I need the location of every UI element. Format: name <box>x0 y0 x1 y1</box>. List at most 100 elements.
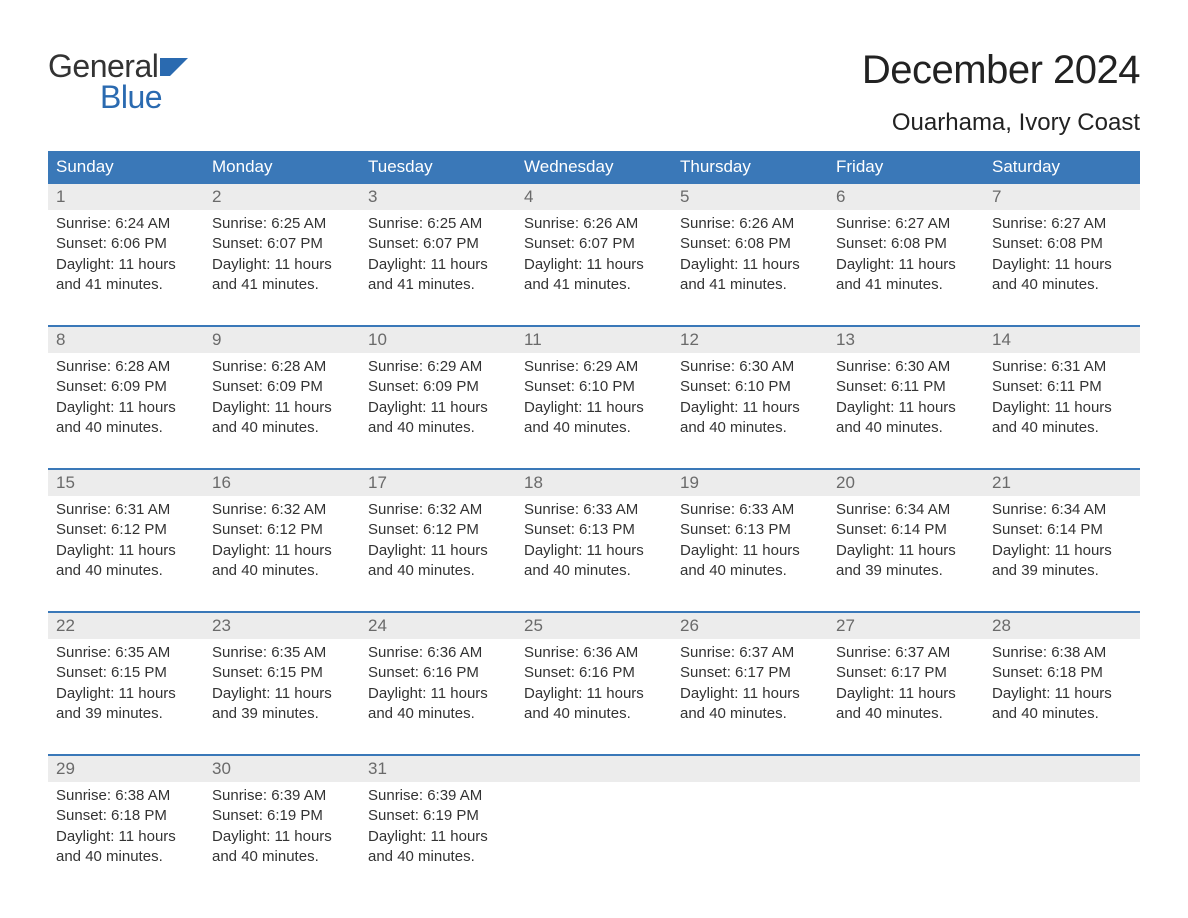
day-day1: Daylight: 11 hours <box>368 255 508 275</box>
day-number: 17 <box>360 470 516 496</box>
day-cell: 29Sunrise: 6:38 AMSunset: 6:18 PMDayligh… <box>48 756 204 873</box>
day-number: 27 <box>828 613 984 639</box>
day-body: Sunrise: 6:32 AMSunset: 6:12 PMDaylight:… <box>360 496 516 587</box>
day-day1: Daylight: 11 hours <box>368 398 508 418</box>
day-sunrise: Sunrise: 6:38 AM <box>56 786 196 806</box>
day-sunrise: Sunrise: 6:33 AM <box>680 500 820 520</box>
day-sunrise: Sunrise: 6:30 AM <box>680 357 820 377</box>
day-sunset: Sunset: 6:16 PM <box>368 663 508 683</box>
day-day2: and 40 minutes. <box>368 561 508 581</box>
day-day2: and 40 minutes. <box>212 418 352 438</box>
day-day2: and 40 minutes. <box>56 847 196 867</box>
day-day2: and 41 minutes. <box>56 275 196 295</box>
day-cell: 13Sunrise: 6:30 AMSunset: 6:11 PMDayligh… <box>828 327 984 444</box>
day-cell: 21 Sunrise: 6:34 AMSunset: 6:14 PMDayligh… <box>984 470 1140 587</box>
day-body: Sunrise: 6:31 AMSunset: 6:12 PMDaylight:… <box>48 496 204 587</box>
empty-day-bar <box>672 756 828 782</box>
day-sunrise: Sunrise: 6:34 AM <box>992 500 1132 520</box>
day-number: 10 <box>360 327 516 353</box>
day-day1: Daylight: 11 hours <box>212 684 352 704</box>
day-body: Sunrise: 6:30 AMSunset: 6:10 PMDaylight:… <box>672 353 828 444</box>
day-cell <box>516 756 672 873</box>
day-number: 12 <box>672 327 828 353</box>
day-number: 7 <box>984 184 1140 210</box>
day-sunset: Sunset: 6:12 PM <box>56 520 196 540</box>
day-number: 28 <box>984 613 1140 639</box>
header: General Blue December 2024 Ouarhama, Ivo… <box>48 48 1140 147</box>
day-day2: and 40 minutes. <box>524 704 664 724</box>
day-day1: Daylight: 11 hours <box>212 827 352 847</box>
day-body: Sunrise: 6:29 AMSunset: 6:10 PMDaylight:… <box>516 353 672 444</box>
empty-day-bar <box>828 756 984 782</box>
day-day1: Daylight: 11 hours <box>680 255 820 275</box>
day-cell: 26Sunrise: 6:37 AMSunset: 6:17 PMDayligh… <box>672 613 828 730</box>
day-sunset: Sunset: 6:17 PM <box>836 663 976 683</box>
day-sunset: Sunset: 6:10 PM <box>680 377 820 397</box>
day-body: Sunrise: 6:32 AMSunset: 6:12 PMDaylight:… <box>204 496 360 587</box>
dow-cell: Wednesday <box>516 151 672 184</box>
day-sunset: Sunset: 6:06 PM <box>56 234 196 254</box>
day-sunset: Sunset: 6:10 PM <box>524 377 664 397</box>
day-body: Sunrise: 6:24 AMSunset: 6:06 PMDaylight:… <box>48 210 204 301</box>
day-number: 26 <box>672 613 828 639</box>
day-sunrise: Sunrise: 6:29 AM <box>524 357 664 377</box>
day-day1: Daylight: 11 hours <box>56 398 196 418</box>
day-day2: and 40 minutes. <box>212 847 352 867</box>
day-day1: Daylight: 11 hours <box>680 541 820 561</box>
day-number: 22 <box>48 613 204 639</box>
day-number: 11 <box>516 327 672 353</box>
day-day1: Daylight: 11 hours <box>680 398 820 418</box>
day-body: Sunrise: 6:34 AMSunset: 6:14 PMDaylight:… <box>828 496 984 587</box>
day-cell: 7Sunrise: 6:27 AMSunset: 6:08 PMDaylight… <box>984 184 1140 301</box>
day-cell: 9Sunrise: 6:28 AMSunset: 6:09 PMDaylight… <box>204 327 360 444</box>
day-day1: Daylight: 11 hours <box>992 541 1132 561</box>
day-cell: 16Sunrise: 6:32 AMSunset: 6:12 PMDayligh… <box>204 470 360 587</box>
day-day2: and 40 minutes. <box>524 561 664 581</box>
week-row: 29Sunrise: 6:38 AMSunset: 6:18 PMDayligh… <box>48 754 1140 873</box>
day-body: Sunrise: 6:30 AMSunset: 6:11 PMDaylight:… <box>828 353 984 444</box>
day-body: Sunrise: 6:35 AMSunset: 6:15 PMDaylight:… <box>204 639 360 730</box>
day-sunset: Sunset: 6:12 PM <box>212 520 352 540</box>
day-day1: Daylight: 11 hours <box>680 684 820 704</box>
day-cell: 17Sunrise: 6:32 AMSunset: 6:12 PMDayligh… <box>360 470 516 587</box>
location-title: Ouarhama, Ivory Coast <box>862 109 1140 137</box>
day-body: Sunrise: 6:37 AMSunset: 6:17 PMDaylight:… <box>828 639 984 730</box>
day-sunrise: Sunrise: 6:37 AM <box>836 643 976 663</box>
day-sunset: Sunset: 6:07 PM <box>212 234 352 254</box>
day-cell: 19Sunrise: 6:33 AMSunset: 6:13 PMDayligh… <box>672 470 828 587</box>
day-day2: and 41 minutes. <box>524 275 664 295</box>
day-number: 31 <box>360 756 516 782</box>
day-day1: Daylight: 11 hours <box>212 541 352 561</box>
day-day2: and 41 minutes. <box>836 275 976 295</box>
day-sunset: Sunset: 6:11 PM <box>992 377 1132 397</box>
day-cell <box>984 756 1140 873</box>
day-number: 8 <box>48 327 204 353</box>
day-number: 3 <box>360 184 516 210</box>
day-day2: and 39 minutes. <box>212 704 352 724</box>
day-number: 21 <box>984 470 1140 496</box>
day-number: 14 <box>984 327 1140 353</box>
day-cell: 31Sunrise: 6:39 AMSunset: 6:19 PMDayligh… <box>360 756 516 873</box>
day-day2: and 41 minutes. <box>212 275 352 295</box>
week-spacer <box>48 587 1140 611</box>
empty-day-bar <box>984 756 1140 782</box>
day-cell: 3 Sunrise: 6:25 AMSunset: 6:07 PMDaylight… <box>360 184 516 301</box>
week-row: 15Sunrise: 6:31 AMSunset: 6:12 PMDayligh… <box>48 468 1140 587</box>
day-cell: 11Sunrise: 6:29 AMSunset: 6:10 PMDayligh… <box>516 327 672 444</box>
day-body: Sunrise: 6:36 AMSunset: 6:16 PMDaylight:… <box>360 639 516 730</box>
day-day1: Daylight: 11 hours <box>992 684 1132 704</box>
day-sunrise: Sunrise: 6:36 AM <box>368 643 508 663</box>
day-sunset: Sunset: 6:09 PM <box>368 377 508 397</box>
day-day1: Daylight: 11 hours <box>992 255 1132 275</box>
day-sunset: Sunset: 6:14 PM <box>992 520 1132 540</box>
week-row: 8Sunrise: 6:28 AMSunset: 6:09 PMDaylight… <box>48 325 1140 444</box>
day-sunset: Sunset: 6:07 PM <box>524 234 664 254</box>
day-day1: Daylight: 11 hours <box>836 684 976 704</box>
day-number: 23 <box>204 613 360 639</box>
day-cell: 1Sunrise: 6:24 AMSunset: 6:06 PMDaylight… <box>48 184 204 301</box>
day-day2: and 40 minutes. <box>368 847 508 867</box>
day-sunrise: Sunrise: 6:25 AM <box>368 214 508 234</box>
day-body: Sunrise: 6:26 AMSunset: 6:08 PMDaylight:… <box>672 210 828 301</box>
day-sunset: Sunset: 6:16 PM <box>524 663 664 683</box>
day-sunset: Sunset: 6:07 PM <box>368 234 508 254</box>
